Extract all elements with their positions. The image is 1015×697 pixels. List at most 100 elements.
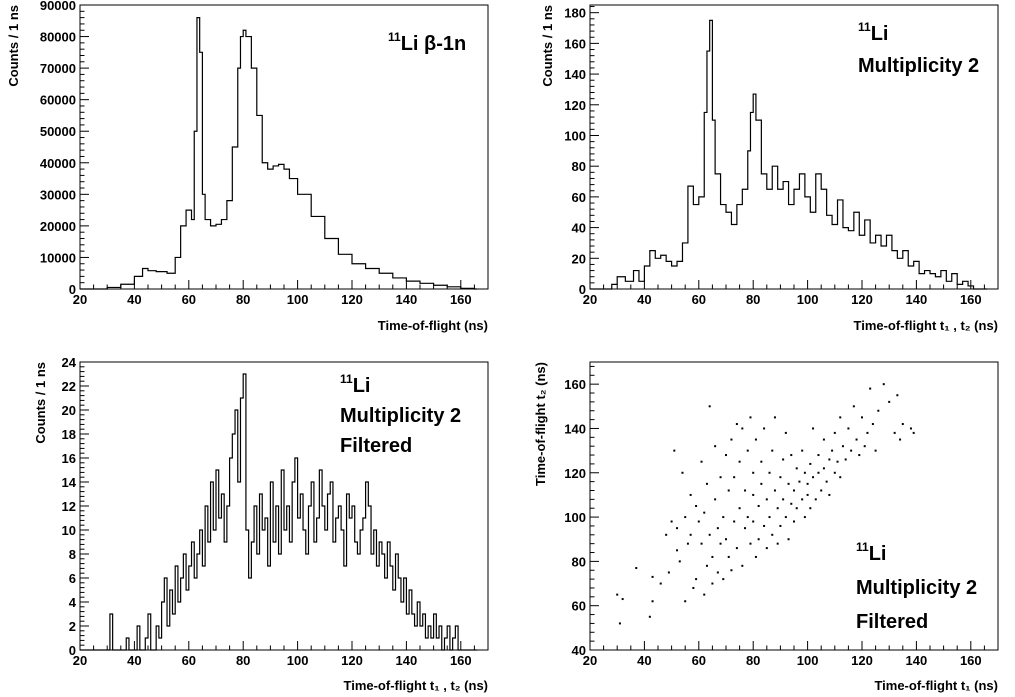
x-tick-label: 120	[341, 653, 363, 668]
scatter-point	[684, 516, 687, 519]
x-tick-label: 100	[287, 292, 309, 307]
panel-bottom-right: 20 40 60 80 100 120 140 160406080100120140160Ti…	[533, 361, 999, 693]
y-tick-label: 24	[62, 355, 77, 370]
x-tick-label: 80	[746, 292, 760, 307]
scatter-point	[763, 524, 766, 527]
y-axis-label: Time-of-flight t₂ (ns)	[533, 362, 548, 486]
y-tick-label: 100	[564, 510, 586, 525]
scatter-point	[708, 405, 711, 408]
scatter-point	[899, 438, 902, 441]
panel-top-left: 20 40 60 80 100 120 140 160 0 10000 20000 30000 4000…	[6, 0, 489, 333]
scatter-point	[754, 555, 757, 558]
scatter-point	[711, 582, 714, 585]
scatter-point	[822, 467, 825, 470]
scatter-point	[814, 498, 817, 501]
scatter-point	[784, 516, 787, 519]
y-tick-label: 80	[572, 554, 586, 569]
y-tick-label: 20	[572, 251, 586, 266]
scatter-point	[828, 458, 831, 461]
y-tick-label: 10000	[40, 250, 76, 265]
scatter-point	[858, 454, 861, 457]
scatter-point	[836, 460, 839, 463]
scatter-point	[733, 520, 736, 523]
scatter-point	[670, 520, 673, 523]
scatter-point	[705, 564, 708, 567]
scatter-point	[738, 460, 741, 463]
annotation-line: Filtered	[856, 611, 928, 633]
x-tick-label: 100	[797, 653, 819, 668]
scatter-point	[841, 445, 844, 448]
scatter-point	[801, 498, 804, 501]
y-tick-label: 60	[572, 190, 586, 205]
scatter-point	[686, 542, 689, 545]
scatter-point	[776, 542, 779, 545]
scatter-point	[790, 454, 793, 457]
y-tick-label: 90000	[40, 0, 76, 13]
x-tick-label: 80	[236, 653, 250, 668]
annotation-line: 11Li β-1n	[388, 30, 466, 55]
scatter-point	[676, 527, 679, 530]
scatter-point	[803, 471, 806, 474]
scatter-point	[722, 516, 725, 519]
x-tick-label: 140	[396, 653, 418, 668]
x-tick-label: 140	[906, 292, 928, 307]
scatter-point	[855, 438, 858, 441]
scatter-point	[722, 578, 725, 581]
x-tick-label: 40	[127, 292, 141, 307]
scatter-point	[801, 449, 804, 452]
x-tick-label: 60	[692, 653, 706, 668]
panel-bottom-left: 20 40 60 80 100 120 140 16002468101214161820222…	[33, 355, 489, 693]
scatter-point	[806, 493, 809, 496]
scatter-point	[700, 460, 703, 463]
x-tick-label: 80	[746, 653, 760, 668]
scatter-point	[763, 427, 766, 430]
scatter-point	[795, 467, 798, 470]
scatter-point	[776, 507, 779, 510]
scatter-point	[684, 600, 687, 603]
scatter-point	[708, 533, 711, 536]
scatter-point	[768, 471, 771, 474]
x-tick-label: 160	[450, 653, 472, 668]
scatter-point	[803, 516, 806, 519]
scatter-point	[697, 520, 700, 523]
x-axis-label: Time-of-flight t₁ , t₂ (ns)	[344, 678, 489, 693]
scatter-point	[752, 471, 755, 474]
scatter-point	[689, 493, 692, 496]
scatter-point	[779, 524, 782, 527]
scatter-point	[871, 423, 874, 426]
scatter-point	[705, 482, 708, 485]
scatter-point	[730, 569, 733, 572]
scatter-point	[673, 449, 676, 452]
scatter-point	[833, 471, 836, 474]
x-axis-label: Time-of-flight t₁ (ns)	[874, 678, 998, 693]
scatter-point	[735, 547, 738, 550]
y-tick-label: 4	[69, 595, 77, 610]
scatter-point	[651, 600, 654, 603]
y-tick-label: 30000	[40, 187, 76, 202]
y-tick-label: 14	[62, 475, 77, 490]
annotation-superscript: 11	[340, 372, 353, 386]
x-tick-label: 140	[906, 653, 928, 668]
scatter-point	[863, 445, 866, 448]
x-tick-label: 100	[797, 292, 819, 307]
scatter-point	[749, 542, 752, 545]
x-tick-label: 120	[851, 292, 873, 307]
annotation-line: Multiplicity 2	[858, 55, 979, 77]
annotation-superscript: 11	[388, 30, 401, 44]
y-tick-label: 100	[564, 128, 586, 143]
scatter-point	[784, 431, 787, 434]
annotation-line: 11Li	[858, 20, 888, 45]
y-tick-label: 0	[69, 282, 76, 297]
scatter-point	[676, 549, 679, 552]
y-tick-label: 60000	[40, 93, 76, 108]
scatter-point	[793, 489, 795, 492]
x-tick-label: 40	[637, 653, 651, 668]
scatter-point	[760, 482, 763, 485]
y-tick-label: 40	[572, 221, 586, 236]
annotation-line: 11Li	[340, 372, 370, 397]
y-tick-label: 6	[69, 571, 76, 586]
scatter-point	[733, 476, 736, 479]
scatter-point	[896, 394, 899, 397]
scatter-point	[795, 507, 798, 510]
scatter-point	[771, 533, 774, 536]
